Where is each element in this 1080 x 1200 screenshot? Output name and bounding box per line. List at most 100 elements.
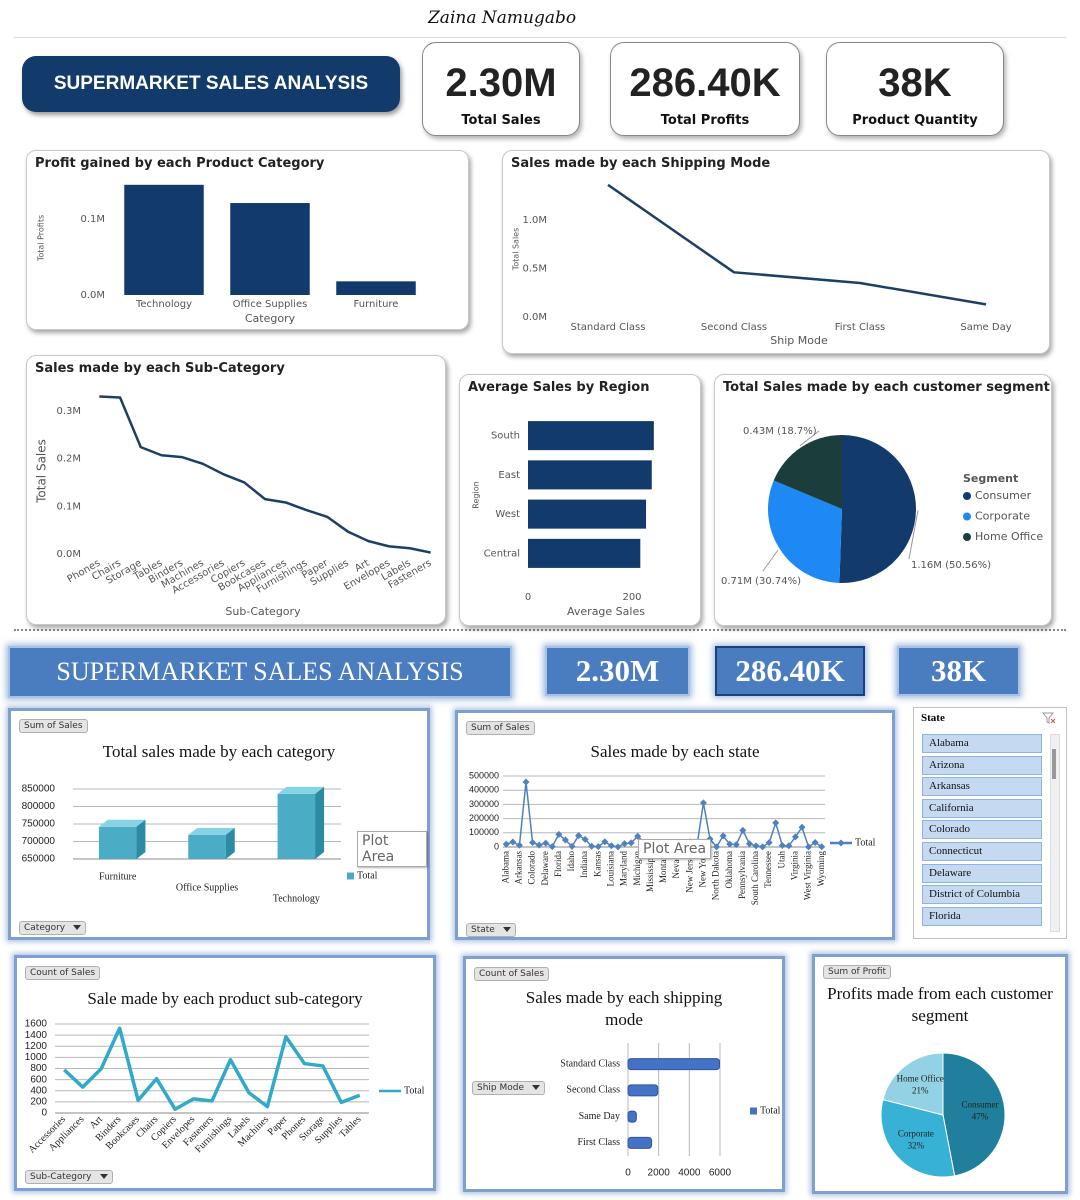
point — [515, 841, 523, 849]
x-tick-label: New York — [697, 851, 707, 888]
slicer-item[interactable]: California — [922, 798, 1042, 818]
bar-side — [136, 819, 146, 859]
y-axis-title: Total Profits — [37, 215, 46, 262]
y-tick-label: 300000 — [469, 799, 499, 809]
chart-panel: 0.0M 0.1M 0.2M 0.3M Phones Chairs Storage Table… — [26, 355, 446, 625]
legend-swatch — [963, 492, 971, 500]
point — [772, 819, 780, 827]
dropdown-arrow[interactable] — [73, 925, 82, 930]
slicer-item[interactable]: Florida — [922, 906, 1042, 926]
x-tick-label: Idaho — [566, 851, 576, 872]
y-tick-label: East — [498, 470, 520, 481]
data-label: 0.43M (18.7%) — [743, 426, 817, 437]
slice-category: Consumer — [962, 1100, 999, 1110]
kpi-card: 38K Product Quantity — [826, 42, 1004, 136]
pie-slice — [839, 435, 916, 583]
bar — [188, 827, 235, 859]
leader-line — [762, 549, 779, 572]
field-button[interactable]: Ship Mode — [472, 1081, 546, 1095]
chart-panel: 0 2000 4000 6000 Standard Class Second Class S… — [463, 956, 785, 1192]
bar — [627, 1110, 637, 1123]
kpi-value: 38K — [878, 61, 952, 105]
x-tick-label: West Virginia — [803, 851, 813, 900]
point — [726, 840, 734, 848]
y-tick-label: 700000 — [22, 836, 56, 847]
chart-title: Sales made by each shipping mode — [525, 988, 723, 1029]
dashboard-title: SUPERMARKET SALES ANALYSIS — [8, 646, 512, 698]
y-tick-label: 1200 — [25, 1041, 48, 1052]
field-button[interactable]: State — [466, 923, 516, 937]
slicer-item[interactable]: Delaware — [922, 863, 1042, 883]
chart-plot: 0 200 South East West Central Average Sales Reg… — [472, 421, 654, 618]
point — [502, 840, 510, 848]
point — [568, 842, 576, 850]
author: Zaina Namugabo — [428, 8, 577, 28]
kpi-card: 2.30M Total Sales — [422, 42, 580, 136]
dropdown-arrow[interactable] — [532, 1085, 541, 1090]
dropdown-arrow[interactable] — [99, 1174, 108, 1179]
point — [805, 843, 813, 851]
chart-title: Profits made from each customer segment — [827, 984, 1053, 1025]
y-tick-label: 400000 — [469, 785, 499, 795]
chart-plot: 02004006008001000120014001600Accessories… — [25, 1019, 425, 1156]
pie-slice — [880, 1098, 956, 1178]
field-button[interactable]: Sum of Sales — [19, 719, 88, 733]
line — [506, 781, 823, 848]
bar — [124, 184, 204, 295]
legend-label: Total — [404, 1085, 425, 1096]
legend-label: Home Office — [975, 530, 1043, 543]
x-tick-label: Indiana — [579, 851, 589, 878]
y-tick-label: 500000 — [469, 770, 499, 780]
bar — [627, 1058, 721, 1071]
slicer-item[interactable]: Connecticut — [922, 842, 1042, 861]
pie-slice — [882, 1052, 944, 1116]
point — [529, 838, 537, 846]
field-button[interactable]: Sub-Category — [25, 1170, 113, 1184]
x-tick-label: 2000 — [648, 1168, 671, 1179]
field-button[interactable]: Count of Sales — [25, 966, 101, 980]
point — [555, 830, 563, 838]
line — [607, 183, 987, 306]
chart-title: Total sales made by each category — [102, 742, 336, 761]
slicer-item[interactable]: District of Columbia — [922, 885, 1042, 905]
field-button[interactable]: Count of Sales — [474, 967, 550, 981]
field-button[interactable]: Sum of Profit — [823, 965, 892, 979]
field-button[interactable]: Sum of Sales — [466, 721, 535, 735]
x-tick-label: South Carolina — [750, 851, 760, 905]
y-tick-label: 100000 — [469, 827, 499, 837]
slicer-item[interactable]: Colorado — [922, 820, 1042, 840]
bar — [627, 1084, 659, 1097]
point — [588, 842, 596, 850]
point — [745, 840, 753, 848]
kpi-value: 2.30M — [545, 646, 690, 696]
x-tick-label: 0 — [525, 592, 531, 603]
chart-plot: 0 2000 4000 6000 Standard Class Second Class S… — [560, 1043, 781, 1179]
y-tick-label: 0.0M — [56, 549, 81, 560]
point — [713, 843, 721, 851]
x-tick-label: 0 — [625, 1168, 631, 1179]
scrollbar[interactable] — [1050, 734, 1060, 932]
slicer-item[interactable]: Arkansas — [922, 777, 1042, 797]
y-tick-label: 1.0M — [522, 215, 547, 226]
slicer-item[interactable]: Alabama — [922, 734, 1042, 753]
chart-plot: Consumer 47% Corporate 32% Home Office 21% — [880, 1052, 1006, 1178]
y-tick-label: 0 — [41, 1108, 47, 1119]
slicer-item[interactable]: Arizona — [922, 755, 1042, 775]
clear-filter-icon[interactable] — [1042, 712, 1056, 724]
chart-plot: 0.0M0.1M0.2M0.3MPhonesChairsStorageTable… — [35, 395, 434, 618]
y-tick-label: 800000 — [22, 801, 56, 812]
x-tick-label: Maryland — [619, 851, 629, 886]
chart-title: Sales made by each Shipping Mode — [511, 156, 771, 171]
point — [575, 832, 583, 840]
dropdown-arrow[interactable] — [502, 927, 511, 932]
x-tick-label: 6000 — [709, 1168, 732, 1179]
point — [785, 842, 793, 850]
x-tick-label: First Class — [835, 322, 886, 333]
dashboard-title: SUPERMARKET SALES ANALYSIS — [22, 56, 400, 112]
y-tick-label: 200 — [30, 1097, 47, 1108]
x-tick-label: North Dakota — [711, 851, 721, 900]
scroll-thumb[interactable] — [1052, 749, 1056, 779]
field-button[interactable]: Category — [19, 921, 87, 935]
chart-title: Sales made by each state — [590, 742, 760, 761]
y-tick-label: 1600 — [25, 1019, 48, 1030]
